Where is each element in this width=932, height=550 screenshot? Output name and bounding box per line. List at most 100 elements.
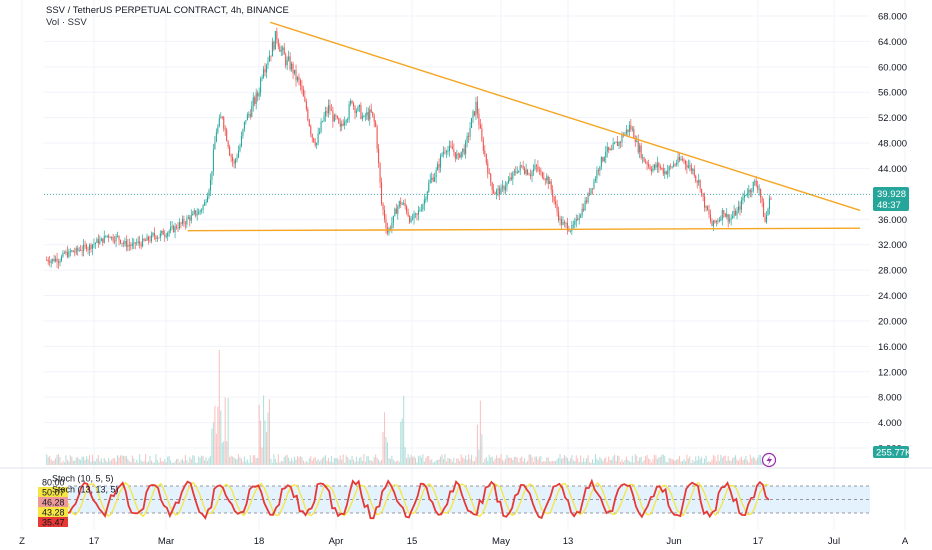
volume-bar [450,459,452,465]
x-tick-label: Jul [828,536,840,547]
candle-body [442,151,445,154]
candle-body [653,164,655,169]
candle-body [574,221,576,225]
volume-bar [575,455,577,465]
volume-bar [740,456,742,465]
candle-body [528,174,530,176]
candle-body [696,180,698,183]
candle-body [105,235,107,237]
volume-bar [671,458,673,465]
candle-body [133,242,135,244]
candle-body [491,182,493,190]
candle-body [583,208,585,211]
candle-body [726,214,728,217]
candle-body [59,260,61,263]
volume-bar [156,460,158,465]
volume-bar [602,461,604,465]
volume-bar [189,457,191,465]
volume-bar [111,459,113,465]
candle-body [665,171,667,175]
candle-body [165,236,167,238]
candle-body [488,173,490,175]
candle-body [270,55,272,57]
volume-bar [493,461,495,465]
candle-body [330,110,332,112]
candle-body [267,61,269,66]
volume-bar [164,459,166,465]
volume-bar [586,458,588,465]
candle-body [500,187,502,195]
candle-body [274,31,276,50]
volume-bar [128,461,130,465]
candle-body [594,178,596,182]
candle-body [524,168,526,174]
candle-body [332,110,334,122]
candle-body [235,159,237,164]
volume-bar [381,460,383,465]
candle-body [547,176,549,185]
stochastic-pane[interactable] [0,467,932,520]
candle-body [754,180,756,182]
price-axis[interactable]: 68.000 64.000 60.000 56.000 52.000 48.000 44.0… [878,12,907,455]
candle-body [389,228,391,230]
volume-bar [245,461,247,465]
y-tick-label: 64.000 [878,37,907,48]
lightning-icon[interactable] [761,452,777,468]
y-tick-label: 44.000 [878,164,907,175]
time-axis[interactable]: Z 17 Mar 18 Apr 15 May 13 Jun 17 Jul A [19,536,909,547]
volume-bar [310,456,312,465]
y-tick-label: 12.000 [878,367,907,378]
candle-body [211,170,213,180]
volume-bar [274,459,276,465]
volume-bar [596,458,598,465]
volume-bar [729,460,731,465]
candle-body [711,220,713,227]
volume-bar [49,455,51,465]
candle-body [288,56,290,61]
candle-body [109,237,111,239]
candle-body [347,119,349,121]
candle-body [649,166,651,170]
volume-bar [257,458,259,465]
candle-body [88,245,91,251]
volume-bar [684,461,686,465]
trendline[interactable] [187,227,861,232]
volume-bar [578,462,580,465]
volume-bar [730,461,732,465]
volume-bar [752,456,754,465]
volume-bar [698,455,700,465]
volume-bar [46,454,48,465]
volume-bar [77,457,79,465]
volume-bar [447,457,449,465]
trendlines[interactable] [187,21,861,232]
candle-body [705,206,707,208]
candle-body [432,177,434,182]
volume-bar [667,462,669,465]
candle-body [212,149,214,171]
volume-bar [535,456,537,465]
volume-bar [499,458,501,465]
candle-body [221,116,223,118]
volume-bar [214,405,216,465]
volume-bar [201,455,203,465]
candle-body [572,224,574,226]
volume-bar [398,461,400,465]
candle-body [289,56,291,70]
candle-body [342,123,344,126]
candle-body [493,189,495,194]
volume-bar [264,420,266,465]
candle-body [209,179,211,191]
volume-bar [673,459,675,465]
volume-bar [751,458,753,465]
candle-body [245,120,247,122]
candle-body [291,63,293,70]
candle-body [618,142,620,147]
candle-body [258,92,260,97]
candle-body [224,128,226,130]
volume-bar [171,462,173,465]
volume-bar [271,462,273,465]
candle-body [317,133,319,143]
trendline[interactable] [269,21,861,212]
volume-bar [308,458,310,465]
